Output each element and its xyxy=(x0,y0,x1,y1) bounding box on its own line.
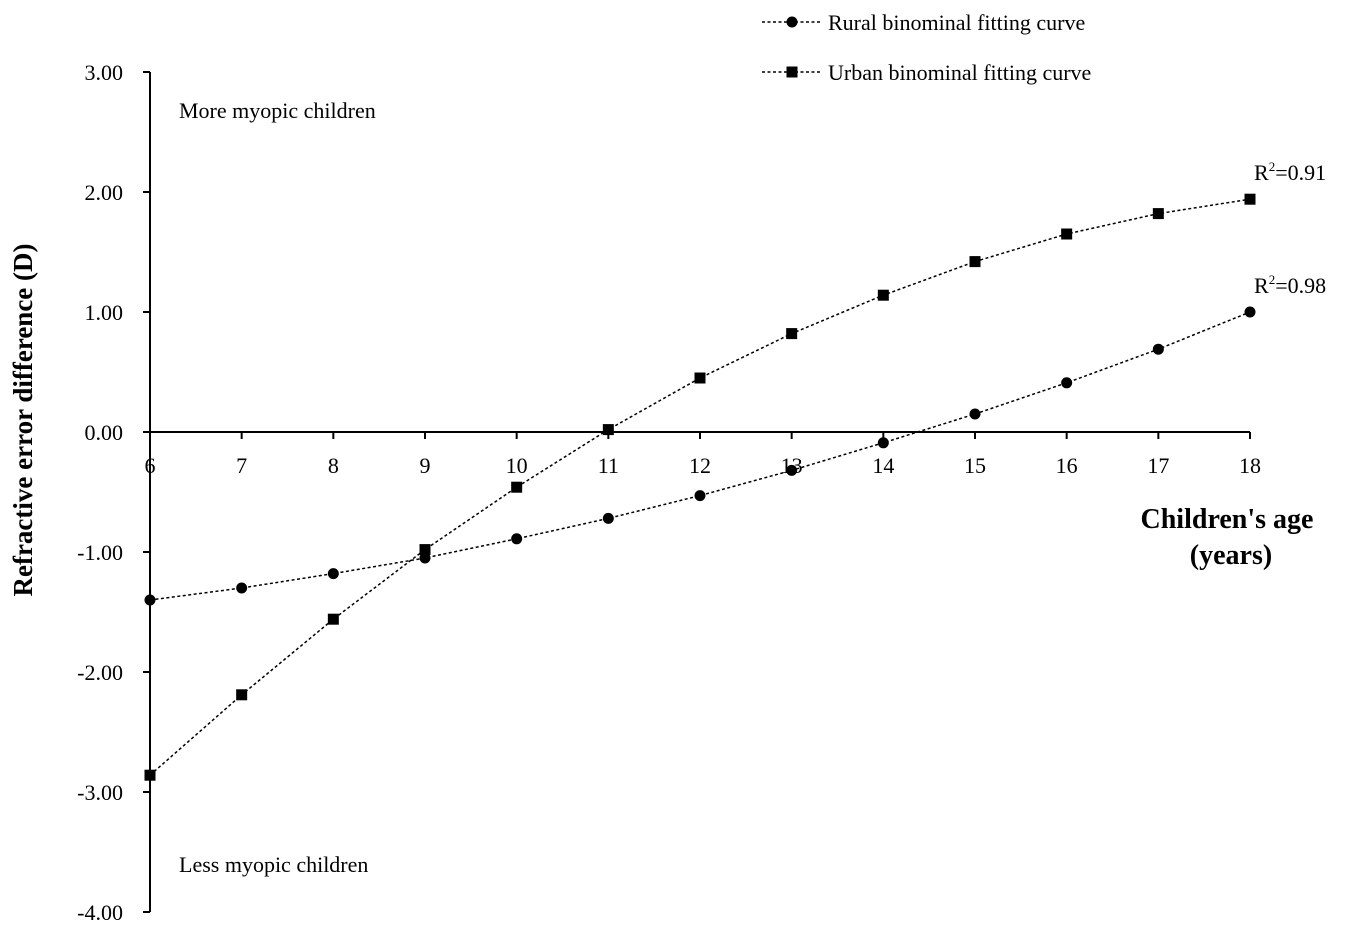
series-group xyxy=(144,193,1256,781)
y-tick-label: -2.00 xyxy=(77,660,123,685)
data-point-circle xyxy=(786,464,798,476)
x-tick-label: 9 xyxy=(420,453,431,478)
data-point-square xyxy=(236,689,248,701)
legend-item-square: Urban binominal fitting curve xyxy=(762,60,1091,85)
data-point-circle xyxy=(602,512,614,524)
data-point-circle xyxy=(1152,343,1164,355)
series-line-square xyxy=(149,198,1251,776)
x-tick-label: 14 xyxy=(872,453,894,478)
data-point-square xyxy=(877,289,889,301)
y-tick-label: 2.00 xyxy=(85,180,124,205)
data-point-square xyxy=(327,613,339,625)
x-tick-label: 18 xyxy=(1239,453,1261,478)
series-square xyxy=(144,193,1256,781)
data-point-square xyxy=(786,328,798,340)
x-tick-label: 8 xyxy=(328,453,339,478)
x-tick-label: 15 xyxy=(964,453,986,478)
legend-label: Rural binominal fitting curve xyxy=(828,10,1085,35)
data-point-circle xyxy=(419,552,431,564)
data-point-circle xyxy=(694,490,706,502)
y-tick-label: 0.00 xyxy=(85,420,124,445)
legend: Rural binominal fitting curve Urban binom… xyxy=(762,10,1091,85)
r-squared-label: R2=0.98 xyxy=(1254,272,1326,298)
x-tick-label: 11 xyxy=(598,453,619,478)
x-ticks: 6789101112131415161718 xyxy=(145,432,1261,478)
x-axis-title-line-1: Children's age xyxy=(1141,504,1314,535)
x-tick-label: 10 xyxy=(506,453,528,478)
y-tick-label: 3.00 xyxy=(85,60,124,85)
y-axis-title: Refractive error difference (D) xyxy=(8,243,38,596)
r-squared-superscript: 2 xyxy=(1269,159,1276,174)
legend-marker-circle xyxy=(786,16,798,28)
x-tick-label: 6 xyxy=(145,453,156,478)
data-point-circle xyxy=(511,533,523,545)
data-point-square xyxy=(694,372,706,384)
x-axis-title-line-2: (years) xyxy=(1190,540,1272,571)
data-point-circle xyxy=(236,582,248,594)
annotation-less-myopic: Less myopic children xyxy=(179,852,368,877)
data-point-circle xyxy=(1244,306,1256,318)
y-tick-label: -4.00 xyxy=(77,900,123,925)
data-point-circle xyxy=(1061,377,1073,389)
series-circle xyxy=(144,306,1256,606)
legend-marker-square xyxy=(786,66,798,78)
data-point-circle xyxy=(144,594,156,606)
legend-label: Urban binominal fitting curve xyxy=(828,60,1091,85)
r-squared-labels: R2=0.98 R2=0.91 xyxy=(1254,159,1326,298)
x-tick-label: 17 xyxy=(1147,453,1169,478)
x-tick-label: 16 xyxy=(1056,453,1078,478)
data-point-square xyxy=(144,769,156,781)
y-ticks: 3.00 2.00 1.00 0.00 -1.00 -2.00 -3.00 -4.00 xyxy=(77,60,150,925)
annotation-more-myopic: More myopic children xyxy=(179,98,376,123)
data-point-square xyxy=(511,481,523,493)
data-point-square xyxy=(1244,193,1256,205)
data-point-square xyxy=(1152,208,1164,220)
data-point-circle xyxy=(969,408,981,420)
x-tick-label: 12 xyxy=(689,453,711,478)
r-squared-value: =0.98 xyxy=(1275,273,1326,298)
y-tick-label: -1.00 xyxy=(77,540,123,565)
data-point-circle xyxy=(877,437,889,449)
y-tick-label: -3.00 xyxy=(77,780,123,805)
data-point-square xyxy=(969,256,981,268)
legend-item-circle: Rural binominal fitting curve xyxy=(762,10,1085,35)
data-point-circle xyxy=(327,568,339,580)
r-squared-label: R2=0.91 xyxy=(1254,159,1326,185)
data-point-square xyxy=(1061,228,1073,240)
r-squared-superscript: 2 xyxy=(1269,272,1276,287)
x-tick-label: 7 xyxy=(236,453,247,478)
y-tick-label: 1.00 xyxy=(85,300,124,325)
data-point-square xyxy=(602,424,614,436)
data-point-square xyxy=(419,544,431,556)
r-squared-value: =0.91 xyxy=(1275,160,1326,185)
